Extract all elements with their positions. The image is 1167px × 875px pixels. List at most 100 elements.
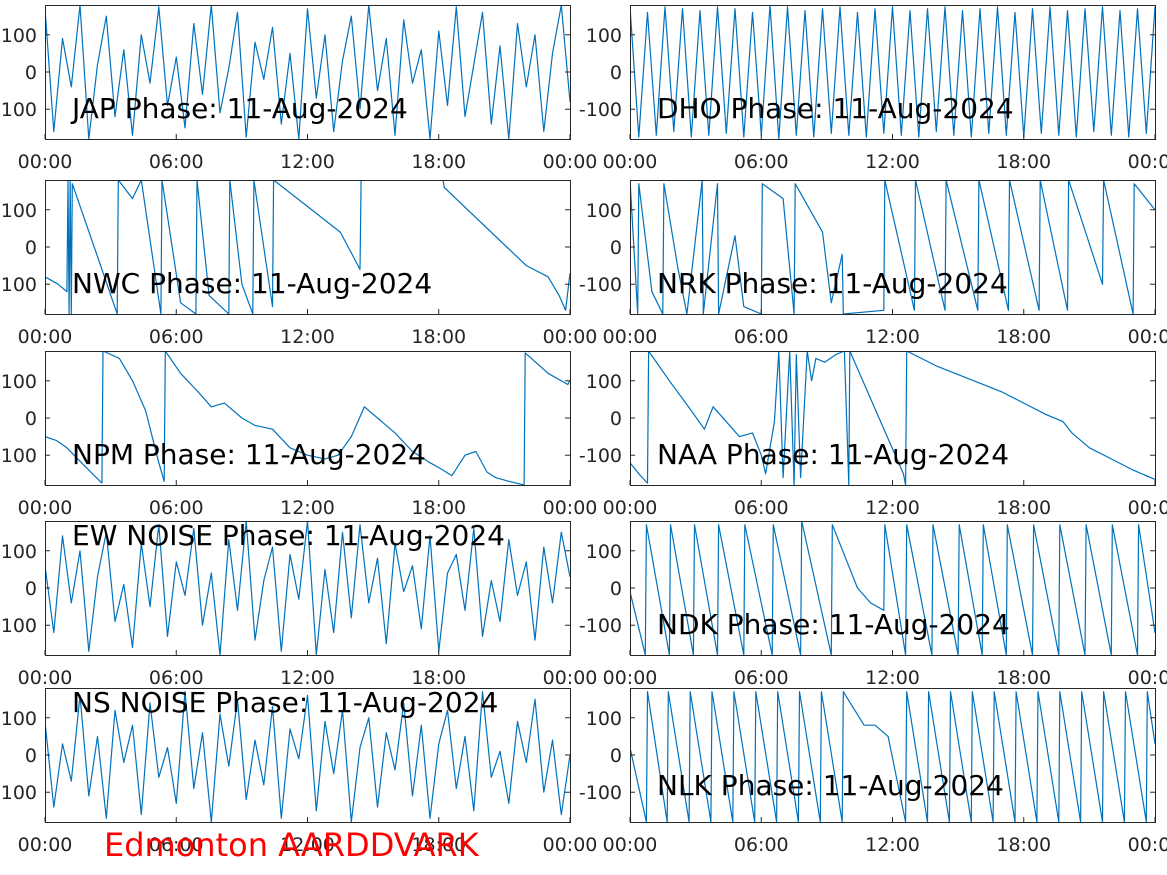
x-tick-label: 18:00 <box>411 667 466 689</box>
phase-panel: 100 0 100 00:00 06:00 12:00 18:00 00:00 JAP Phas… <box>1 5 597 173</box>
panel-title: EW NOISE Phase: 11-Aug-2024 <box>72 519 505 552</box>
x-tick-label: 12:00 <box>280 497 335 519</box>
y-tick-label: 0 <box>25 408 37 430</box>
y-tick-label: 100 <box>1 200 37 222</box>
x-tick-label: 12:00 <box>280 667 335 689</box>
y-tick-label: 100 <box>1 445 37 467</box>
panel-title: NPM Phase: 11-Aug-2024 <box>72 438 426 471</box>
x-tick-label: 00:00 <box>18 667 73 689</box>
x-tick-label: 06:00 <box>149 834 204 856</box>
x-tick-label: 06:00 <box>734 667 789 689</box>
phase-panel: 100 0 -100 00:00 06:00 12:00 18:00 00:00 NRK Pha… <box>579 180 1167 348</box>
x-tick-label: 12:00 <box>865 326 920 348</box>
x-tick-label: 06:00 <box>149 326 204 348</box>
phase-panel: 100 0 100 00:00 06:00 12:00 18:00 00:00 EW NOISE… <box>1 519 598 689</box>
x-tick-label: 12:00 <box>865 667 920 689</box>
y-tick-label: 100 <box>586 200 622 222</box>
phase-panel: 100 0 100 00:00 06:00 12:00 18:00 00:00 NWC Phas… <box>1 180 598 348</box>
x-tick-label: 00:00 <box>603 326 658 348</box>
x-tick-label: 12:00 <box>280 326 335 348</box>
y-tick-label: 0 <box>610 745 622 767</box>
y-tick-label: -100 <box>579 445 622 467</box>
x-tick-label: 00:00 <box>1128 326 1167 348</box>
y-tick-label: 100 <box>1 274 37 296</box>
phase-panel: 100 0 100 00:00 06:00 12:00 18:00 00:00 NPM Phas… <box>1 351 597 519</box>
axes-frame <box>630 688 1156 823</box>
x-tick-label: 12:00 <box>280 151 335 173</box>
x-tick-label: 06:00 <box>734 497 789 519</box>
phase-trace <box>45 180 570 314</box>
y-tick-label: 100 <box>1 708 37 730</box>
y-tick-label: 100 <box>1 541 37 563</box>
x-tick-label: 00:00 <box>1128 834 1167 856</box>
x-tick-label: 12:00 <box>865 151 920 173</box>
phase-panel: 100 0 -100 00:00 06:00 12:00 18:00 00:00 NAA Pha… <box>579 351 1167 519</box>
phase-trace <box>630 5 1155 139</box>
x-tick-label: 00:00 <box>603 667 658 689</box>
x-tick-label: 18:00 <box>996 326 1051 348</box>
y-tick-label: 0 <box>610 237 622 259</box>
panel-title: NAA Phase: 11-Aug-2024 <box>657 438 1009 471</box>
panel-title: DHO Phase: 11-Aug-2024 <box>657 92 1014 125</box>
panel-title: NRK Phase: 11-Aug-2024 <box>657 267 1008 300</box>
y-tick-label: 100 <box>586 25 622 47</box>
phase-trace <box>630 351 1155 485</box>
x-tick-label: 12:00 <box>865 497 920 519</box>
x-tick-label: 18:00 <box>996 667 1051 689</box>
phase-trace <box>45 691 570 822</box>
x-tick-label: 00:00 <box>603 497 658 519</box>
y-tick-label: 0 <box>25 62 37 84</box>
x-tick-label: 06:00 <box>149 667 204 689</box>
x-tick-label: 00:00 <box>603 834 658 856</box>
x-tick-label: 00:00 <box>18 834 73 856</box>
y-tick-label: 0 <box>610 62 622 84</box>
x-tick-label: 06:00 <box>734 834 789 856</box>
phase-panel: 100 0 100 00:00 06:00 12:00 18:00 00:00 NS NOISE… <box>1 686 598 856</box>
panel-title: NDK Phase: 11-Aug-2024 <box>657 608 1010 641</box>
x-tick-label: 18:00 <box>411 326 466 348</box>
y-tick-label: 100 <box>1 25 37 47</box>
x-tick-label: 00:00 <box>18 326 73 348</box>
y-tick-label: 0 <box>25 237 37 259</box>
x-tick-label: 00:00 <box>543 667 598 689</box>
y-tick-label: 0 <box>610 408 622 430</box>
y-tick-label: -100 <box>579 615 622 637</box>
y-tick-label: 100 <box>1 371 37 393</box>
x-tick-label: 12:00 <box>865 834 920 856</box>
y-tick-label: 0 <box>25 745 37 767</box>
x-tick-label: 00:00 <box>1128 667 1167 689</box>
phase-trace <box>630 180 1155 314</box>
x-tick-label: 18:00 <box>996 151 1051 173</box>
y-tick-label: -100 <box>579 274 622 296</box>
x-tick-label: 18:00 <box>996 834 1051 856</box>
x-tick-label: 00:00 <box>543 834 598 856</box>
x-tick-label: 00:00 <box>603 151 658 173</box>
phase-trace <box>45 521 570 655</box>
phase-panel: 100 0 -100 00:00 06:00 12:00 18:00 00:00 DHO Pha… <box>579 5 1167 173</box>
x-tick-label: 00:00 <box>18 151 73 173</box>
y-tick-label: -100 <box>579 782 622 804</box>
panel-title: NS NOISE Phase: 11-Aug-2024 <box>72 686 498 719</box>
x-tick-label: 06:00 <box>149 151 204 173</box>
phase-trace <box>45 351 570 485</box>
x-tick-label: 06:00 <box>734 151 789 173</box>
phase-panel: 100 0 -100 00:00 06:00 12:00 18:00 00:00 NDK Pha… <box>579 521 1167 689</box>
y-tick-label: 0 <box>25 578 37 600</box>
panel-title: JAP Phase: 11-Aug-2024 <box>70 92 408 125</box>
x-tick-label: 18:00 <box>996 497 1051 519</box>
x-tick-label: 00:00 <box>1128 151 1167 173</box>
x-tick-label: 00:00 <box>543 326 598 348</box>
x-tick-label: 06:00 <box>734 326 789 348</box>
y-tick-label: 100 <box>1 99 37 121</box>
phase-trace <box>45 5 570 139</box>
phase-trace <box>630 691 1155 822</box>
y-tick-label: 100 <box>586 371 622 393</box>
phase-trace <box>630 521 1155 655</box>
panel-title: NLK Phase: 11-Aug-2024 <box>657 769 1004 802</box>
x-tick-label: 00:00 <box>18 497 73 519</box>
y-tick-label: 100 <box>1 782 37 804</box>
station-label: Edmonton AARDDVARK <box>104 826 479 864</box>
y-tick-label: 100 <box>1 615 37 637</box>
x-tick-label: 00:00 <box>1128 497 1167 519</box>
